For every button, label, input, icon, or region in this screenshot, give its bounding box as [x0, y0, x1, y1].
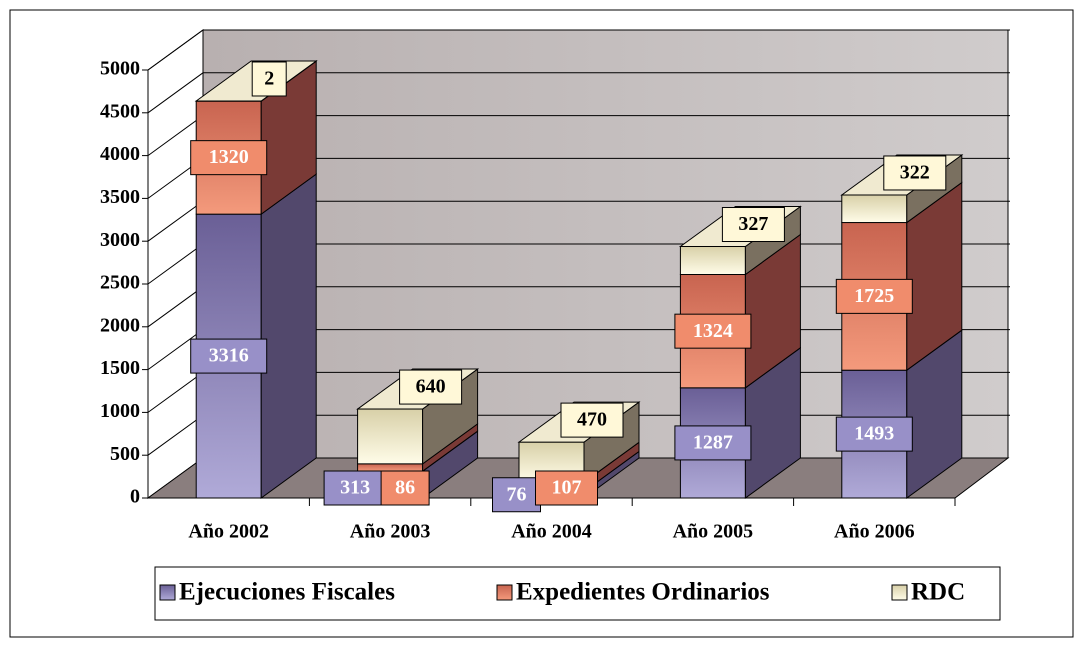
label-box	[251, 61, 287, 97]
legend-swatch	[891, 584, 908, 601]
y-tick-label: 4000	[100, 143, 140, 165]
data-label: 1725	[854, 285, 894, 307]
grid-line	[147, 72, 1010, 114]
legend-label: Expedientes Ordinarios	[516, 579, 770, 606]
x-tick-label: Año 2006	[834, 521, 915, 543]
data-label: 640	[416, 376, 446, 398]
label-box	[835, 416, 913, 452]
y-tick-label: 500	[110, 443, 140, 465]
label-box	[674, 425, 752, 461]
data-label: 313	[340, 477, 370, 499]
y-tick-label: 1500	[100, 357, 140, 379]
legend	[154, 566, 1001, 621]
bar-front	[357, 408, 424, 465]
y-tick-label: 2000	[100, 314, 140, 336]
label-box	[323, 470, 387, 506]
x-tick-label: Año 2003	[350, 521, 431, 543]
data-label: 1493	[854, 423, 894, 445]
bar-front	[841, 194, 908, 224]
label-box	[535, 470, 598, 506]
y-tick-label: 2500	[100, 272, 140, 294]
grid-line	[147, 29, 1010, 71]
data-label: 76	[507, 483, 527, 505]
data-label: 3316	[209, 345, 249, 367]
data-label: 470	[577, 409, 607, 431]
data-label: 1324	[693, 320, 733, 342]
data-label: 1320	[209, 146, 249, 168]
legend-swatch	[159, 584, 176, 601]
label-box	[190, 140, 268, 176]
x-tick-label: Año 2005	[673, 521, 754, 543]
bar-front	[679, 246, 746, 275]
legend-label: Ejecuciones Fiscales	[179, 579, 395, 606]
data-label: 322	[900, 162, 930, 184]
x-tick-label: Año 2002	[188, 521, 269, 543]
legend-swatch	[496, 584, 513, 601]
label-box	[399, 369, 463, 405]
label-box	[560, 402, 624, 438]
x-tick-label: Año 2004	[511, 521, 592, 543]
legend-label: RDC	[911, 579, 965, 606]
label-box	[835, 278, 913, 314]
bar-front	[357, 463, 424, 472]
y-tick-label: 3500	[100, 186, 140, 208]
y-tick-label: 4500	[100, 100, 140, 122]
bar-side	[260, 173, 317, 499]
y-tick-label: 3000	[100, 229, 140, 251]
label-box	[492, 477, 541, 513]
label-box	[190, 338, 268, 374]
data-label: 327	[738, 213, 768, 235]
data-label: 2	[264, 68, 274, 90]
label-box	[674, 313, 752, 349]
y-tick-label: 5000	[100, 58, 140, 80]
data-label: 86	[395, 477, 415, 499]
data-label: 107	[552, 477, 582, 499]
label-box	[721, 207, 785, 243]
y-tick-label: 1000	[100, 400, 140, 422]
label-box	[883, 155, 947, 191]
label-box	[380, 470, 430, 506]
data-label: 1287	[693, 432, 733, 454]
y-tick-label: 0	[130, 486, 140, 508]
